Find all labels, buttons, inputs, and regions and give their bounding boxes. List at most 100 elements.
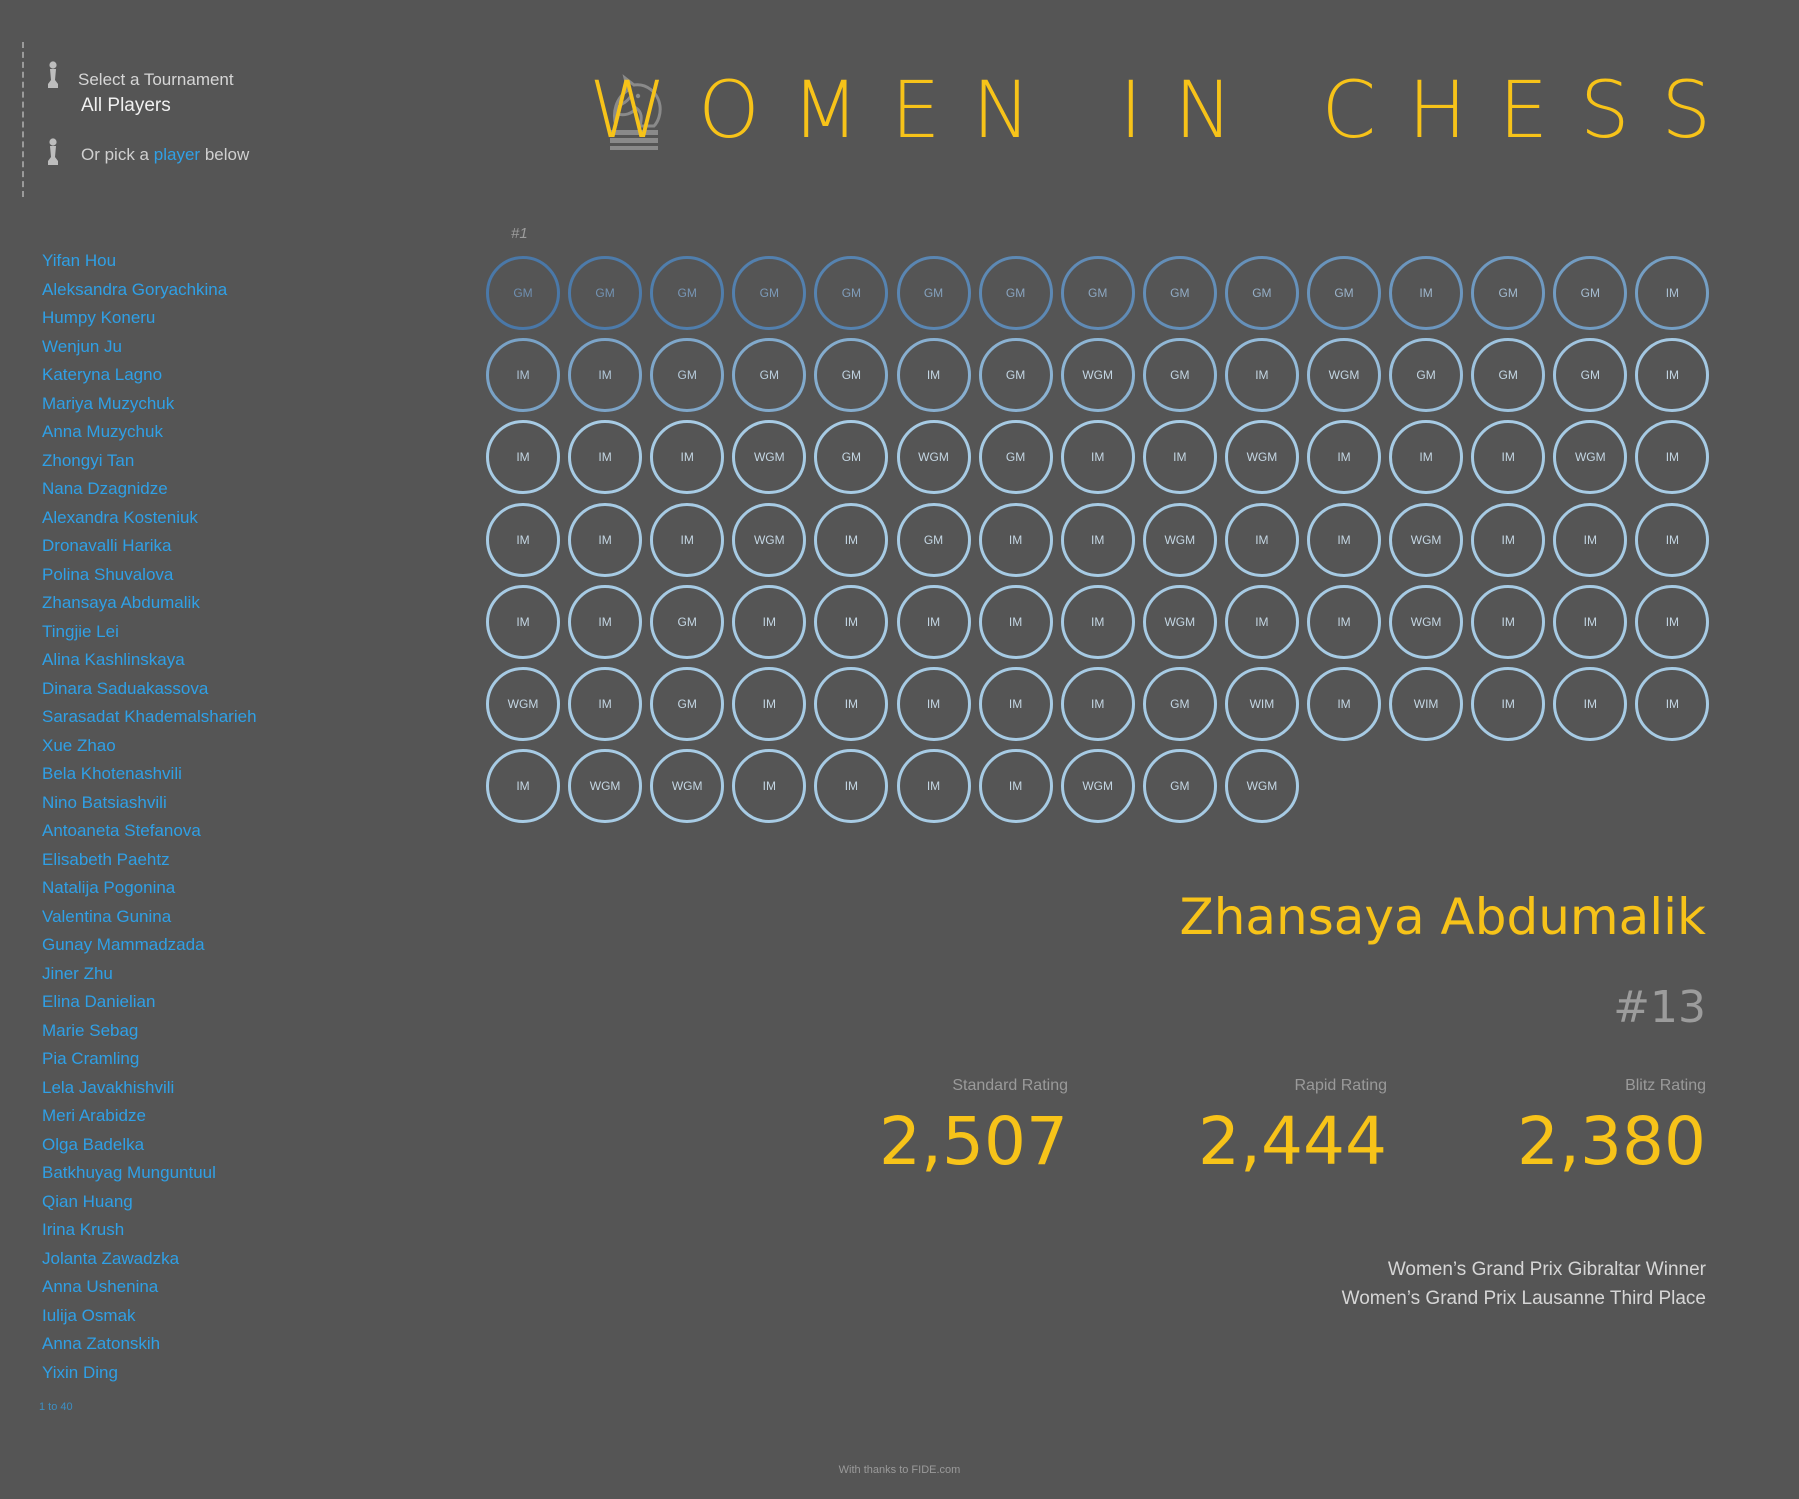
player-circle[interactable]: GM xyxy=(568,256,643,330)
player-circle[interactable]: IM xyxy=(1307,420,1381,495)
player-list-item[interactable]: Polina Shuvalova xyxy=(42,564,174,584)
player-circle[interactable]: IM xyxy=(814,749,889,824)
player-list-item[interactable]: Xue Zhao xyxy=(42,735,116,755)
player-circle[interactable]: IM xyxy=(1060,667,1135,741)
player-list-item[interactable]: Iulija Osmak xyxy=(42,1305,136,1325)
player-circle[interactable]: IM xyxy=(1389,420,1464,495)
player-list-item[interactable]: Nino Batsiashvili xyxy=(42,792,167,812)
player-circle[interactable]: IM xyxy=(1307,502,1381,577)
player-circle[interactable]: WGM xyxy=(486,667,560,741)
player-list-item[interactable]: Bela Khotenashvili xyxy=(42,764,182,783)
player-circle[interactable]: WGM xyxy=(568,749,643,824)
player-circle[interactable]: WGM xyxy=(1224,749,1299,824)
player-circle[interactable]: GM xyxy=(1471,256,1546,330)
player-circle[interactable]: IM xyxy=(978,502,1053,577)
player-circle[interactable]: WGM xyxy=(1389,502,1464,577)
player-circle[interactable]: GM xyxy=(1471,338,1546,413)
player-circle[interactable]: IM xyxy=(486,749,560,824)
player-circle[interactable]: WGM xyxy=(1389,584,1464,659)
player-circle[interactable]: IM xyxy=(1553,667,1628,741)
player-circle[interactable]: GM xyxy=(1142,338,1217,413)
player-list-item[interactable]: Sarasadat Khademalsharieh xyxy=(42,707,257,726)
player-circle[interactable]: IM xyxy=(1635,502,1710,577)
player-circle[interactable]: IM xyxy=(1060,420,1135,495)
player-circle[interactable]: WIM xyxy=(1224,667,1299,741)
player-circle[interactable]: IM xyxy=(1307,667,1381,741)
player-list-item[interactable]: Alexandra Kosteniuk xyxy=(42,507,198,527)
player-circle[interactable]: IM xyxy=(814,667,889,741)
player-circle[interactable]: IM xyxy=(1307,584,1381,659)
player-list-item[interactable]: Wenjun Ju xyxy=(42,336,123,356)
player-circle[interactable]: IM xyxy=(978,667,1053,741)
player-circle[interactable]: IM xyxy=(1471,420,1546,495)
player-list-item[interactable]: Olga Badelka xyxy=(42,1134,145,1154)
player-circle[interactable]: IM xyxy=(486,420,560,495)
player-circle[interactable]: GM xyxy=(650,584,725,659)
player-circle[interactable]: WGM xyxy=(1060,338,1135,413)
player-circle[interactable]: IM xyxy=(1224,584,1299,659)
player-circle[interactable]: WGM xyxy=(1307,338,1381,413)
player-circle[interactable]: GM xyxy=(1060,256,1135,330)
player-circle[interactable]: IM xyxy=(568,420,643,495)
player-circle[interactable]: IM xyxy=(486,502,560,577)
player-circle[interactable]: GM xyxy=(896,502,971,577)
player-circle[interactable]: WGM xyxy=(732,502,807,577)
player-circle[interactable]: GM xyxy=(1307,256,1381,330)
player-circle[interactable]: IM xyxy=(978,749,1053,824)
player-circle[interactable]: GM xyxy=(1389,338,1464,413)
player-list-item[interactable]: Alina Kashlinskaya xyxy=(42,650,185,669)
player-circle[interactable]: GM xyxy=(1142,256,1217,330)
player-circle[interactable]: IM xyxy=(1471,584,1546,659)
player-list-item[interactable]: Antoaneta Stefanova xyxy=(42,821,201,840)
player-circle[interactable]: GM xyxy=(650,256,725,330)
player-circle[interactable]: IM xyxy=(1553,584,1628,659)
player-circle[interactable]: WGM xyxy=(1142,502,1217,577)
player-circle[interactable]: IM xyxy=(568,502,643,577)
player-circle[interactable]: IM xyxy=(732,667,807,741)
player-circle[interactable]: GM xyxy=(1142,749,1217,824)
player-circle[interactable]: IM xyxy=(1060,584,1135,659)
player-circle[interactable]: IM xyxy=(1553,502,1628,577)
player-list-item[interactable]: Yixin Ding xyxy=(42,1362,118,1382)
player-circle[interactable]: IM xyxy=(732,584,807,659)
player-circle[interactable]: IM xyxy=(1471,502,1546,577)
player-list-item[interactable]: Qian Huang xyxy=(42,1191,133,1211)
player-circle[interactable]: GM xyxy=(978,420,1053,495)
player-circle[interactable]: IM xyxy=(1389,256,1464,330)
player-list-item[interactable]: Jolanta Zawadzka xyxy=(42,1248,180,1268)
player-list-item[interactable]: Nana Dzagnidze xyxy=(42,479,168,498)
player-list-item[interactable]: Irina Krush xyxy=(42,1220,125,1239)
player-list-item[interactable]: Zhongyi Tan xyxy=(42,450,135,470)
player-circle[interactable]: IM xyxy=(1635,338,1710,413)
player-circle[interactable]: GM xyxy=(732,256,807,330)
player-circle[interactable]: IM xyxy=(978,584,1053,659)
player-circle[interactable]: WGM xyxy=(732,420,807,495)
player-circle[interactable]: IM xyxy=(1635,667,1710,741)
player-circle[interactable]: IM xyxy=(814,584,889,659)
player-circle[interactable]: GM xyxy=(732,338,807,413)
player-circle[interactable]: IM xyxy=(1142,420,1217,495)
player-circle[interactable]: IM xyxy=(1060,502,1135,577)
player-circle[interactable]: WGM xyxy=(650,749,725,824)
player-circle[interactable]: GM xyxy=(814,256,889,330)
player-circle[interactable]: IM xyxy=(1224,338,1299,413)
player-circle[interactable]: GM xyxy=(650,338,725,413)
player-list-item[interactable]: Aleksandra Goryachkina xyxy=(42,279,228,299)
player-circle[interactable]: IM xyxy=(732,749,807,824)
player-list-item[interactable]: Anna Zatonskih xyxy=(42,1334,161,1353)
player-circle[interactable]: IM xyxy=(650,502,725,577)
player-circle[interactable]: GM xyxy=(814,420,889,495)
player-list-item[interactable]: Batkhuyag Munguntuul xyxy=(42,1163,216,1182)
player-circle[interactable]: GM xyxy=(1224,256,1299,330)
player-list-item[interactable]: Anna Muzychuk xyxy=(42,422,163,441)
player-circle[interactable]: IM xyxy=(486,338,560,413)
player-circle[interactable]: IM xyxy=(1635,420,1710,495)
player-circle[interactable]: IM xyxy=(568,667,643,741)
player-circle[interactable]: GM xyxy=(814,338,889,413)
player-list-item[interactable]: Valentina Gunina xyxy=(42,906,172,926)
player-circle[interactable]: WGM xyxy=(1142,584,1217,659)
player-list-item[interactable]: Jiner Zhu xyxy=(42,963,113,983)
player-circle[interactable]: GM xyxy=(650,667,725,741)
player-circle[interactable]: IM xyxy=(814,502,889,577)
player-list-item[interactable]: Yifan Hou xyxy=(42,251,117,270)
